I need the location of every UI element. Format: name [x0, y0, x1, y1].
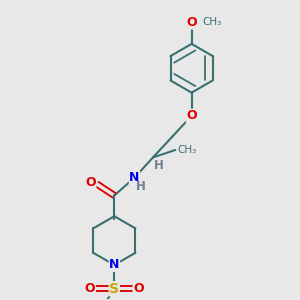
Text: N: N — [129, 171, 140, 184]
Text: CH₃: CH₃ — [202, 17, 221, 28]
Text: S: S — [109, 282, 119, 296]
Text: N: N — [109, 259, 119, 272]
Text: O: O — [85, 282, 95, 295]
Text: O: O — [85, 176, 96, 189]
Text: O: O — [134, 282, 144, 295]
Text: H: H — [153, 159, 163, 172]
Text: H: H — [136, 180, 146, 193]
Text: O: O — [186, 16, 197, 29]
Text: CH₃: CH₃ — [178, 145, 197, 155]
Text: O: O — [186, 109, 197, 122]
